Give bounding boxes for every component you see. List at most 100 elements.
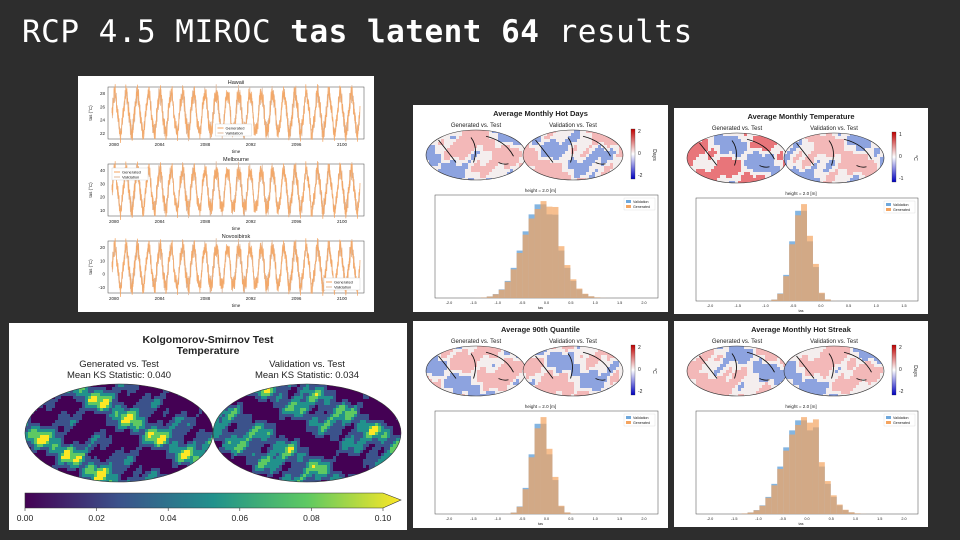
generated-line (111, 84, 361, 144)
hist-x-tick: -2.0 (446, 301, 453, 305)
y-tick-label: 24 (100, 118, 106, 123)
generated-diff-map (686, 132, 788, 184)
hist-x-tick: 0.5 (568, 517, 573, 521)
avg-temperature-figure: Average Monthly Temperature Generated vs.… (674, 108, 928, 314)
generated-bar (522, 234, 529, 298)
hist-x-tick: 1.5 (617, 301, 622, 305)
map-right-title: Validation vs. Test (549, 123, 597, 129)
hist-x-tick: -1.5 (470, 517, 477, 521)
timeseries-panel-title: Novosibirsk (222, 234, 251, 240)
hist-x-tick: 0.5 (829, 517, 834, 521)
x-axis-label: time (232, 149, 241, 154)
hist-legend-swatch (886, 416, 891, 419)
generated-bar (510, 269, 517, 298)
hist-legend-box (883, 200, 916, 214)
colorbar-tick-label: 0.06 (232, 513, 249, 523)
x-axis-label: time (232, 303, 241, 308)
hist-legend-label: Validation (633, 416, 649, 420)
colorbar-tick-label: 0 (899, 154, 902, 160)
hist-x-tick: 1.0 (593, 517, 598, 521)
generated-bar (789, 244, 796, 301)
hist-legend-label: Generated (893, 208, 910, 212)
legend-label: Validation (334, 285, 351, 290)
map-outline (783, 345, 885, 397)
hist-legend-label: Validation (893, 203, 909, 207)
generated-bar (516, 252, 523, 298)
generated-bar (486, 296, 493, 298)
hist-x-tick: -2.0 (707, 517, 714, 521)
quantile-90-figure: Average 90th Quantile Generated vs. Test V… (413, 321, 668, 528)
hist-x-tick: 2.0 (641, 301, 646, 305)
hist-x-tick: -1.0 (762, 304, 769, 308)
generated-bar (824, 481, 831, 514)
colorbar-unit-label: °C (651, 368, 657, 374)
x-tick-label: 2096 (291, 219, 302, 224)
hist-x-tick: 1.0 (874, 304, 879, 308)
x-tick-label: 2092 (246, 142, 257, 147)
generated-bar (777, 293, 784, 301)
generated-bar (795, 215, 802, 301)
generated-bar (510, 512, 517, 514)
generated-bar (570, 279, 577, 298)
timeseries-panel: Novosibirsk -10 0 10 20 tas (°C) 2080 2084 2088 2… (88, 234, 365, 308)
hist-legend-box (883, 413, 916, 427)
hist-x-tick: 1.0 (853, 517, 858, 521)
colorbar-tick-label: 1 (899, 132, 902, 138)
colorbar-unit-label: Days (651, 149, 657, 161)
generated-line (111, 161, 361, 221)
generated-bar (546, 206, 553, 298)
generated-bar (552, 476, 559, 514)
ks-left-title: Generated vs. Test (79, 359, 159, 370)
hist-x-tick: -2.0 (446, 517, 453, 521)
hist-x-tick: 1.5 (617, 517, 622, 521)
map-outline (522, 129, 624, 181)
hist-x-tick: -1.0 (494, 301, 501, 305)
y-tick-label: 30 (100, 181, 106, 186)
validation-diff-map (783, 345, 885, 397)
timeseries-panel: Hawaii 22 24 26 28 tas (°C) 2080 2084 2088 2092 20… (88, 80, 365, 154)
hist-legend-swatch (626, 416, 631, 419)
generated-bar (540, 201, 547, 298)
colorbar-tick-label: 0.08 (303, 513, 320, 523)
x-tick-label: 2080 (109, 219, 120, 224)
ks-right-stat: Mean KS Statistic: 0.034 (255, 370, 359, 381)
plot-frame (107, 163, 365, 217)
x-tick-label: 2096 (291, 296, 302, 301)
y-axis-label: tas (°C) (88, 259, 93, 275)
hist-legend-swatch (886, 421, 891, 424)
map-left-title: Generated vs. Test (712, 126, 763, 132)
diff-colorbar (630, 344, 636, 396)
generated-bar (842, 509, 849, 514)
generated-bar (771, 485, 778, 514)
x-tick-label: 2096 (291, 142, 302, 147)
ks-validation-map (212, 383, 402, 483)
x-tick-label: 2088 (200, 142, 211, 147)
generated-bar (818, 462, 825, 514)
map-right-title: Validation vs. Test (810, 339, 858, 345)
x-tick-label: 2084 (155, 219, 166, 224)
coastline (796, 138, 872, 168)
map-outline (522, 345, 624, 397)
hist-x-tick: -1.5 (734, 304, 741, 308)
colorbar-tick-label: 0 (638, 151, 641, 157)
diff-colorbar (891, 344, 897, 396)
colorbar-tick-label: 0.10 (375, 513, 392, 523)
hist-x-label: tas (798, 309, 803, 313)
coastline (699, 351, 775, 381)
colorbar-unit-label: Days (912, 365, 918, 377)
legend-label: Validation (122, 175, 139, 180)
colorbar-tick-label: 0 (899, 367, 902, 373)
generated-line (111, 238, 361, 298)
hist-x-tick: -0.5 (519, 301, 526, 305)
generated-bar (801, 204, 807, 301)
x-tick-label: 2100 (337, 142, 348, 147)
ks-left-stat: Mean KS Statistic: 0.040 (67, 370, 171, 381)
timeseries-panel-title: Hawaii (228, 80, 245, 86)
generated-bar (576, 288, 583, 298)
colorbar-tick-label: -1 (899, 176, 904, 182)
validation-diff-map (522, 345, 624, 397)
hist-x-tick: -1.5 (731, 517, 738, 521)
avg-temperature-chart: Average Monthly Temperature Generated vs.… (686, 112, 919, 313)
generated-bar (528, 218, 535, 298)
coastline (699, 138, 775, 168)
